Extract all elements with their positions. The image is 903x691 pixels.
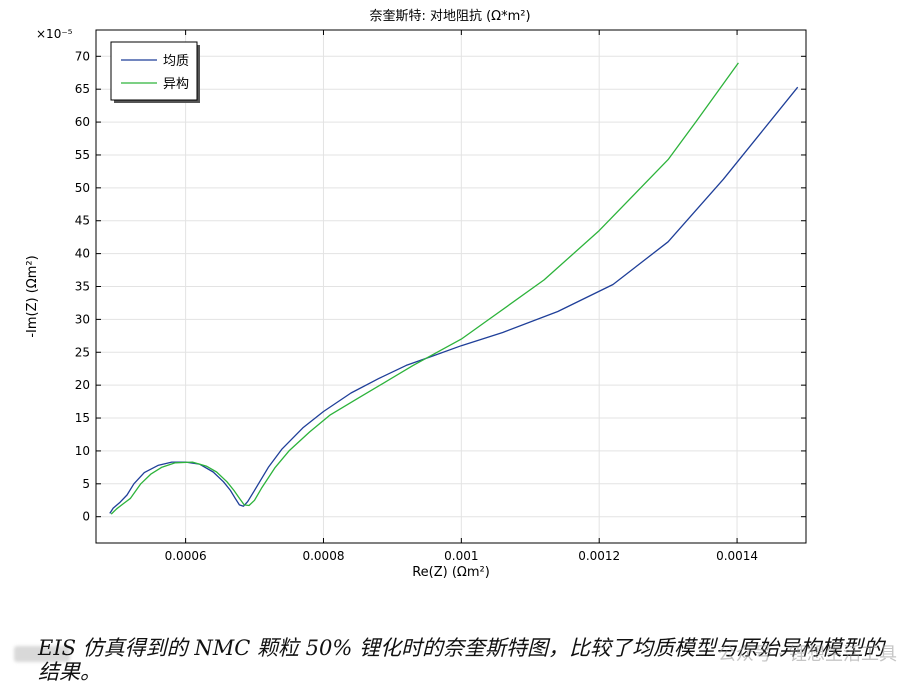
x-tick-label: 0.0012	[578, 549, 620, 563]
figure-caption: EIS 仿真得到的 NMC 颗粒 50% 锂化时的奈奎斯特图，比较了均质模型与原…	[38, 636, 885, 684]
y-tick-label: 55	[75, 148, 90, 162]
y-tick-label: 5	[82, 477, 90, 491]
x-axis-label: Re(Z) (Ωm²)	[412, 565, 490, 580]
legend-entry: 均质	[163, 54, 189, 69]
y-axis-label: -Im(Z) (Ωm²)	[25, 255, 40, 337]
chart-title: 奈奎斯特: 对地阻抗 (Ω*m²)	[369, 9, 530, 24]
legend-box	[110, 41, 198, 101]
y-tick-label: 65	[75, 82, 90, 96]
y-tick-label: 30	[75, 312, 90, 326]
series-line-homogeneous	[109, 86, 799, 514]
nyquist-chart: 奈奎斯特: 对地阻抗 (Ω*m²) 0.0006 0.0008 0.001 0.001…	[25, 9, 807, 580]
y-tick-label: 45	[75, 214, 90, 228]
legend-entry: 异构	[163, 77, 189, 92]
y-tick-label: 60	[75, 115, 90, 129]
y-tick-label: 0	[82, 510, 90, 524]
y-tick-label: 35	[75, 280, 90, 294]
x-tick-label: 0.0008	[302, 549, 344, 563]
y-axis-multiplier: ×10⁻⁵	[36, 27, 73, 41]
y-tick-label: 20	[75, 378, 90, 392]
y-tick-label: 70	[75, 49, 90, 63]
caption-blurred-mark	[14, 646, 70, 662]
series-line-heterogeneous	[110, 62, 739, 515]
y-tick-label: 10	[75, 444, 90, 458]
x-tick-label: 0.001	[444, 549, 478, 563]
x-tick-label: 0.0006	[165, 549, 207, 563]
watermark: 公众号 · 锂想生活工具	[717, 644, 897, 665]
y-tick-label: 15	[75, 411, 90, 425]
y-tick-label: 40	[75, 247, 90, 261]
plot-area: 0.0006 0.0008 0.001 0.0012 0.0014 0 5 10 15 20 25 3…	[25, 27, 807, 580]
y-tick-label: 50	[75, 181, 90, 195]
y-tick-label: 25	[75, 345, 90, 359]
x-tick-label: 0.0014	[716, 549, 758, 563]
